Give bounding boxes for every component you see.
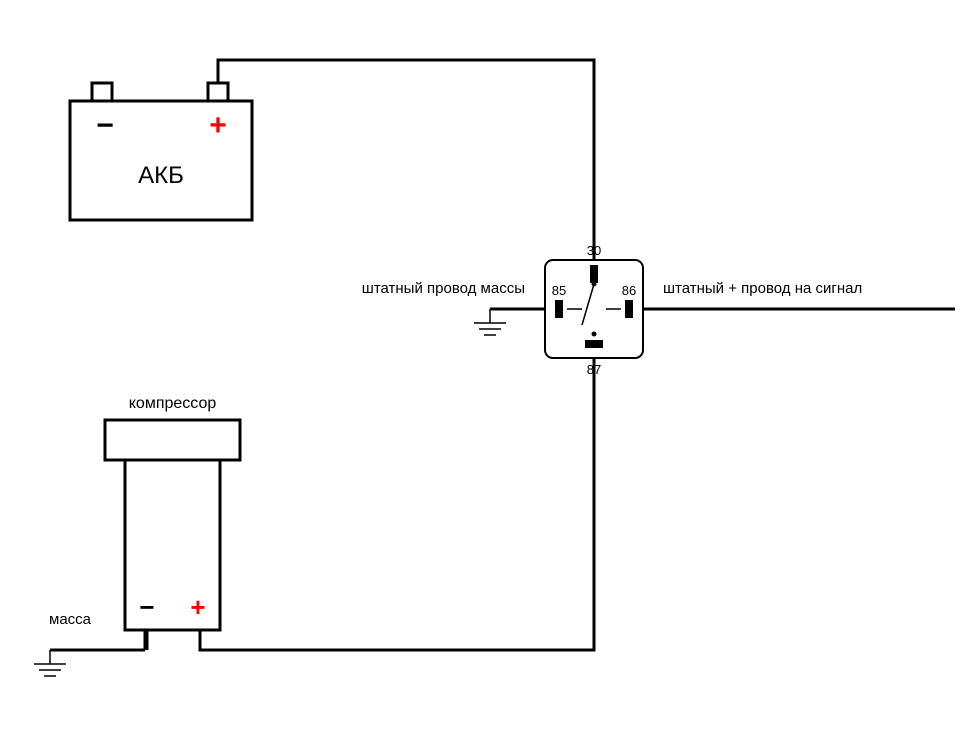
battery-plus-sign: +	[209, 109, 227, 142]
compressor-ground-label: масса	[49, 611, 92, 628]
label-ground-wire: штатный провод массы	[362, 280, 525, 297]
battery-label: АКБ	[138, 162, 184, 189]
battery-terminal-neg	[92, 83, 112, 101]
battery-terminal-pos	[208, 83, 228, 101]
relay-pin-85	[555, 300, 563, 318]
compressor-minus-sign: −	[139, 592, 154, 622]
relay-pin-87	[585, 340, 603, 348]
battery-minus-sign: −	[96, 109, 114, 142]
relay-pin-86	[625, 300, 633, 318]
compressor-label: компрессор	[129, 395, 217, 412]
compressor-cap	[105, 420, 240, 460]
compressor-plus-sign: +	[190, 592, 205, 622]
relay-pin-30	[590, 265, 598, 283]
label-signal-wire: штатный + провод на сигнал	[663, 280, 862, 297]
relay-pin86-label: 86	[622, 283, 636, 298]
relay-pin85-label: 85	[552, 283, 566, 298]
